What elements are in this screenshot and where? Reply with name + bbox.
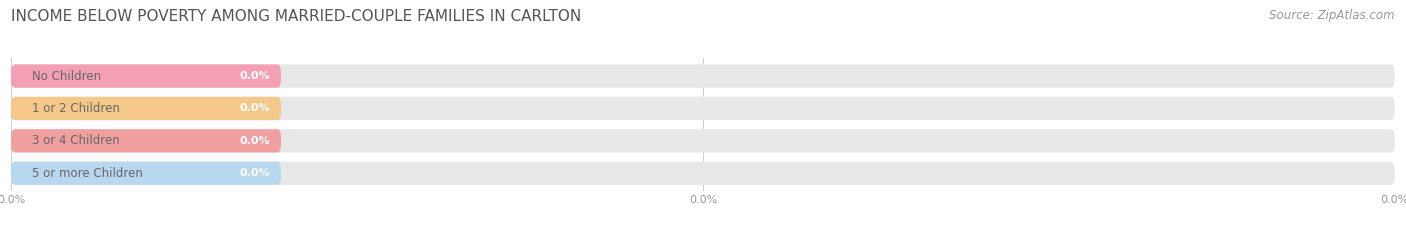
FancyBboxPatch shape bbox=[11, 129, 281, 153]
Circle shape bbox=[10, 66, 18, 86]
Text: 3 or 4 Children: 3 or 4 Children bbox=[32, 134, 120, 147]
FancyBboxPatch shape bbox=[11, 161, 281, 185]
FancyBboxPatch shape bbox=[11, 64, 281, 88]
Text: 0.0%: 0.0% bbox=[239, 136, 270, 146]
Text: Source: ZipAtlas.com: Source: ZipAtlas.com bbox=[1270, 9, 1395, 22]
Text: 1 or 2 Children: 1 or 2 Children bbox=[32, 102, 120, 115]
FancyBboxPatch shape bbox=[11, 97, 1395, 120]
Text: No Children: No Children bbox=[32, 70, 101, 82]
Text: INCOME BELOW POVERTY AMONG MARRIED-COUPLE FAMILIES IN CARLTON: INCOME BELOW POVERTY AMONG MARRIED-COUPL… bbox=[11, 9, 582, 24]
Text: 0.0%: 0.0% bbox=[239, 71, 270, 81]
Text: 0.0%: 0.0% bbox=[239, 103, 270, 113]
Text: 5 or more Children: 5 or more Children bbox=[32, 167, 143, 180]
FancyBboxPatch shape bbox=[11, 97, 281, 120]
Circle shape bbox=[10, 163, 18, 183]
Circle shape bbox=[10, 131, 18, 151]
FancyBboxPatch shape bbox=[11, 64, 1395, 88]
Circle shape bbox=[10, 99, 18, 118]
Text: 0.0%: 0.0% bbox=[239, 168, 270, 178]
FancyBboxPatch shape bbox=[11, 129, 1395, 153]
FancyBboxPatch shape bbox=[11, 161, 1395, 185]
